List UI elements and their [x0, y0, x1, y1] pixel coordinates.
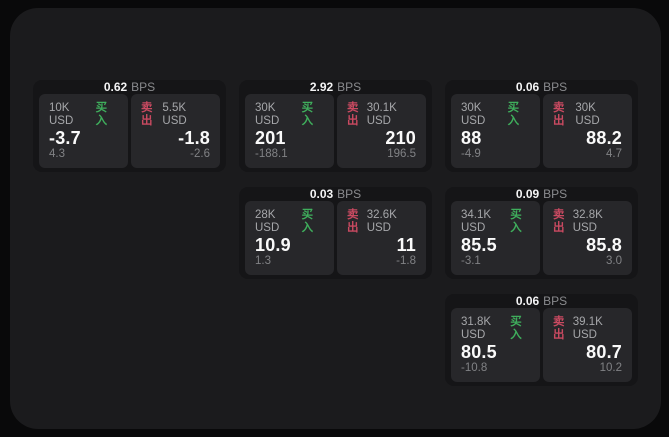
- quote-body: 30K USD 买入 88 -4.9 卖出 30K USD 88.2 4.7: [445, 94, 638, 174]
- sell-delta: 4.7: [606, 148, 622, 160]
- sell-price: 88.2: [586, 128, 622, 148]
- sell-amount: 30.1K USD: [366, 102, 397, 127]
- buy-tag: 买入: [95, 102, 108, 127]
- quote-card: 0.03 BPS 28K USD 买入 10.9 1.3 卖出 32.6K US…: [239, 187, 432, 279]
- buy-price: 88: [461, 128, 482, 148]
- sell-amount: 32.8K USD: [572, 209, 603, 234]
- bps-value: 2.92: [309, 80, 334, 94]
- sell-delta: 10.2: [599, 362, 622, 374]
- quote-card: 0.09 BPS 34.1K USD 买入 85.5 -3.1 卖出 32.8K…: [445, 187, 638, 279]
- bps-value: 0.03: [309, 187, 334, 201]
- sell-tag: 卖出: [347, 209, 359, 234]
- sell-tile[interactable]: 卖出 39.1K USD 80.7 10.2: [543, 308, 632, 382]
- sell-tag: 卖出: [347, 102, 359, 127]
- buy-price: -3.7: [49, 128, 81, 148]
- buy-tag: 买入: [507, 102, 520, 127]
- bps-header: 0.62 BPS: [33, 80, 226, 94]
- sell-tile[interactable]: 卖出 30.1K USD 210 196.5: [337, 94, 426, 168]
- bps-value: 0.06: [515, 294, 540, 308]
- buy-tile[interactable]: 10K USD 买入 -3.7 4.3: [39, 94, 128, 168]
- quote-body: 28K USD 买入 10.9 1.3 卖出 32.6K USD 11 -1.8: [239, 201, 432, 281]
- buy-amount: 28K USD: [255, 209, 280, 234]
- sell-amount: 39.1K USD: [572, 316, 603, 341]
- buy-tile[interactable]: 34.1K USD 买入 85.5 -3.1: [451, 201, 540, 275]
- sell-price: 85.8: [586, 235, 622, 255]
- sell-tile[interactable]: 卖出 5.5K USD -1.8 -2.6: [131, 94, 220, 168]
- sell-tag: 卖出: [141, 102, 153, 127]
- buy-tag: 买入: [301, 102, 314, 127]
- buy-price: 85.5: [461, 235, 497, 255]
- quote-body: 30K USD 买入 201 -188.1 卖出 30.1K USD 210 1…: [239, 94, 432, 174]
- bps-header: 0.09 BPS: [445, 187, 638, 201]
- sell-tile[interactable]: 卖出 30K USD 88.2 4.7: [543, 94, 632, 168]
- quote-body: 10K USD 买入 -3.7 4.3 卖出 5.5K USD -1.8 -2.…: [33, 94, 226, 174]
- buy-delta: -188.1: [255, 148, 288, 160]
- buy-amount: 30K USD: [461, 102, 486, 127]
- buy-tile[interactable]: 30K USD 买入 201 -188.1: [245, 94, 334, 168]
- buy-amount: 34.1K USD: [461, 209, 492, 234]
- buy-tile[interactable]: 30K USD 买入 88 -4.9: [451, 94, 540, 168]
- buy-delta: 1.3: [255, 255, 271, 267]
- buy-price: 10.9: [255, 235, 291, 255]
- buy-delta: -4.9: [461, 148, 481, 160]
- buy-tile[interactable]: 31.8K USD 买入 80.5 -10.8: [451, 308, 540, 382]
- buy-delta: -3.1: [461, 255, 481, 267]
- bps-header: 0.03 BPS: [239, 187, 432, 201]
- bps-value: 0.62: [103, 80, 128, 94]
- quote-card: 0.06 BPS 30K USD 买入 88 -4.9 卖出 30K USD: [445, 80, 638, 172]
- bps-unit-label: BPS: [543, 294, 568, 308]
- sell-price: 80.7: [586, 342, 622, 362]
- buy-tag: 买入: [510, 209, 522, 234]
- sell-delta: -2.6: [190, 148, 210, 160]
- bps-header: 0.06 BPS: [445, 294, 638, 308]
- sell-tag: 卖出: [553, 102, 565, 127]
- sell-tile[interactable]: 卖出 32.6K USD 11 -1.8: [337, 201, 426, 275]
- sell-delta: 196.5: [387, 148, 416, 160]
- sell-price: 210: [385, 128, 416, 148]
- bps-header: 0.06 BPS: [445, 80, 638, 94]
- bps-unit-label: BPS: [337, 80, 362, 94]
- buy-amount: 10K USD: [49, 102, 74, 127]
- buy-tag: 买入: [301, 209, 314, 234]
- bps-value: 0.09: [515, 187, 540, 201]
- sell-amount: 32.6K USD: [366, 209, 397, 234]
- quote-card: 2.92 BPS 30K USD 买入 201 -188.1 卖出 30.1K …: [239, 80, 432, 172]
- sell-tag: 卖出: [553, 209, 565, 234]
- sell-price: 11: [396, 235, 416, 255]
- sell-price: -1.8: [178, 128, 210, 148]
- sell-amount: 30K USD: [575, 102, 600, 127]
- sell-tile[interactable]: 卖出 32.8K USD 85.8 3.0: [543, 201, 632, 275]
- buy-price: 80.5: [461, 342, 497, 362]
- buy-delta: 4.3: [49, 148, 65, 160]
- quote-card-grid: 0.62 BPS 10K USD 买入 -3.7 4.3 卖出 5.5K USD: [33, 80, 638, 386]
- sell-amount: 5.5K USD: [162, 102, 187, 127]
- buy-price: 201: [255, 128, 286, 148]
- quote-card: 0.62 BPS 10K USD 买入 -3.7 4.3 卖出 5.5K USD: [33, 80, 226, 172]
- bps-unit-label: BPS: [131, 80, 156, 94]
- buy-tile[interactable]: 28K USD 买入 10.9 1.3: [245, 201, 334, 275]
- bps-unit-label: BPS: [543, 187, 568, 201]
- sell-delta: -1.8: [396, 255, 416, 267]
- sell-delta: 3.0: [606, 255, 622, 267]
- sell-tag: 卖出: [553, 316, 565, 341]
- quote-card: 0.06 BPS 31.8K USD 买入 80.5 -10.8 卖出 39.1…: [445, 294, 638, 386]
- bps-unit-label: BPS: [543, 80, 568, 94]
- bps-value: 0.06: [515, 80, 540, 94]
- bps-header: 2.92 BPS: [239, 80, 432, 94]
- bps-unit-label: BPS: [337, 187, 362, 201]
- buy-amount: 30K USD: [255, 102, 280, 127]
- buy-amount: 31.8K USD: [461, 316, 492, 341]
- quote-body: 34.1K USD 买入 85.5 -3.1 卖出 32.8K USD 85.8…: [445, 201, 638, 281]
- app-panel: 0.62 BPS 10K USD 买入 -3.7 4.3 卖出 5.5K USD: [10, 8, 661, 429]
- buy-delta: -10.8: [461, 362, 488, 374]
- quote-body: 31.8K USD 买入 80.5 -10.8 卖出 39.1K USD 80.…: [445, 308, 638, 388]
- buy-tag: 买入: [510, 316, 522, 341]
